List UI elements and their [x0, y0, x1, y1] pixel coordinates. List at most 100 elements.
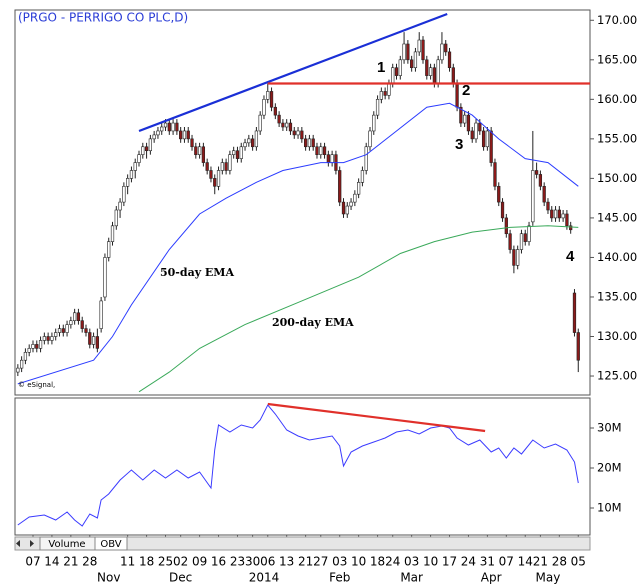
candle-body — [410, 59, 414, 69]
y-tick-label: 170.00 — [597, 13, 637, 27]
candle-body — [88, 332, 92, 345]
x-tick-label: 31 — [480, 555, 495, 569]
tab-label[interactable]: Volume — [48, 539, 85, 550]
x-tick-label: 17 — [442, 555, 457, 569]
candle-body — [38, 340, 43, 349]
annotation: 1 — [377, 59, 385, 76]
candle-body — [209, 170, 213, 179]
tab-label[interactable]: OBV — [100, 539, 121, 550]
candle-body — [292, 130, 296, 136]
candle-body — [485, 130, 490, 148]
candle-body — [372, 114, 376, 132]
candle-body — [383, 91, 387, 96]
candle-body — [141, 146, 145, 155]
x-tick-label: 23 — [230, 555, 245, 569]
candle-body — [368, 130, 372, 148]
candle-body — [319, 146, 323, 155]
candle-body — [307, 138, 312, 148]
candle-body — [440, 43, 444, 61]
tab[interactable] — [94, 536, 128, 551]
series-line — [17, 404, 579, 527]
candle-body — [194, 146, 198, 155]
y-tick-label: 140.00 — [597, 250, 637, 264]
y-tick-label: 155.00 — [597, 131, 637, 145]
month-label: Feb — [329, 571, 350, 585]
candle-body — [220, 162, 224, 171]
tab-arrows[interactable] — [16, 540, 34, 547]
candle-body — [103, 257, 107, 298]
candle-body — [478, 122, 482, 132]
candle-body — [553, 209, 558, 219]
candle-body — [425, 59, 429, 76]
candle-body — [266, 91, 270, 100]
candle-body — [57, 328, 62, 333]
candle-body — [451, 67, 455, 84]
candle-body — [186, 130, 190, 140]
candle-body — [322, 146, 327, 155]
candle-body — [436, 59, 440, 84]
candle-body — [95, 336, 99, 349]
candle-body — [353, 193, 357, 203]
y-tick-label: 130.00 — [597, 329, 637, 343]
candle-body — [42, 336, 46, 341]
candle-body — [179, 130, 183, 140]
x-tick-label: 30 — [245, 555, 260, 569]
y-tick-label: 160.00 — [597, 92, 637, 106]
candle-body — [228, 154, 232, 171]
candle-body — [91, 336, 96, 345]
candle-body — [69, 320, 73, 325]
candle-body — [163, 122, 168, 128]
series-line — [138, 225, 579, 393]
candle-body — [527, 225, 531, 242]
candle-body — [303, 138, 308, 148]
candle-body — [65, 324, 69, 333]
axes: 125.00 130.00 135.00 140.00 145.00 150.00 155.… — [25, 13, 637, 585]
month-label: May — [536, 571, 561, 585]
candle-body — [182, 130, 187, 140]
candle-body — [360, 170, 365, 183]
candle-body — [76, 312, 81, 321]
candle-body — [432, 67, 436, 84]
x-tick-label: 14 — [44, 555, 59, 569]
candle-body — [73, 312, 77, 321]
candle-body — [326, 154, 330, 163]
annotation: 2 — [462, 82, 470, 99]
candle-body — [576, 332, 580, 361]
candle-body — [197, 146, 202, 155]
candle-body — [277, 114, 281, 124]
candle-body — [35, 344, 39, 349]
candle-body — [444, 43, 448, 53]
x-tick-label: 02 — [173, 555, 188, 569]
candle-body — [364, 146, 368, 171]
x-tick-label: 05 — [571, 555, 586, 569]
candle-body — [239, 146, 243, 159]
candle-body — [345, 205, 349, 215]
x-tick-label: 24 — [385, 555, 400, 569]
price-plot — [16, 12, 590, 393]
month-label: Mar — [400, 571, 423, 585]
price-pane — [14, 9, 591, 396]
candle-body — [504, 217, 508, 235]
x-tick-label: 21 — [298, 555, 313, 569]
candle-body — [20, 359, 24, 369]
y-tick-label: 30M — [597, 421, 622, 435]
candle-body — [156, 130, 160, 136]
x-tick-label: 10 — [423, 555, 438, 569]
candle-body — [357, 182, 361, 195]
candle-body — [296, 130, 300, 136]
candle-body — [31, 344, 35, 349]
candle-body — [46, 336, 50, 341]
candle-body — [285, 122, 289, 128]
candle-body — [80, 320, 84, 329]
candle-body — [152, 134, 156, 140]
candle-body — [201, 146, 206, 163]
candle-body — [54, 332, 58, 337]
candle-body — [133, 162, 137, 171]
candle-body — [175, 122, 179, 132]
candle-body — [126, 178, 130, 187]
candle-body — [224, 162, 228, 171]
candle-body — [569, 225, 573, 231]
x-tick-label: 07 — [25, 555, 40, 569]
candle-body — [398, 59, 402, 76]
